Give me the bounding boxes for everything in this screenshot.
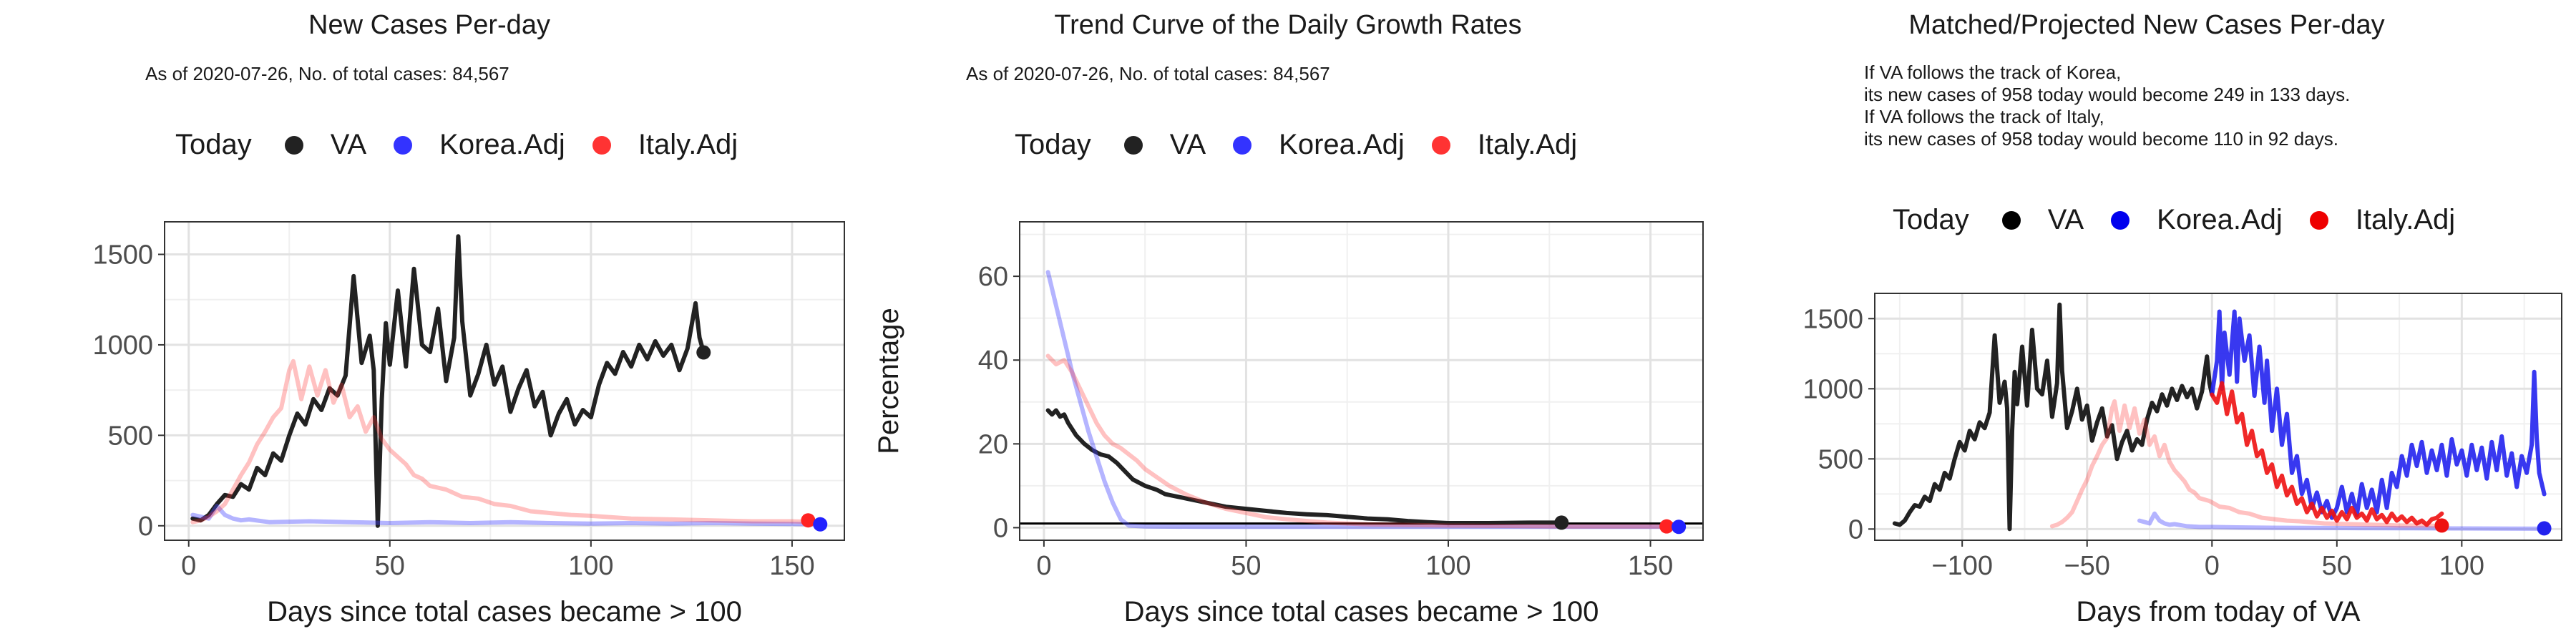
series-line-italy-adj: [1045, 353, 1669, 529]
y-tick-label: 500: [108, 421, 153, 451]
legend-dot-va: [284, 135, 303, 155]
legend-dot-korea: [394, 135, 413, 155]
chart-legend: Today VA Korea.Adj Italy.Adj: [1015, 129, 1604, 161]
x-tick-label: 150: [1628, 551, 1673, 581]
today-point-va: [696, 345, 711, 360]
legend-title: Today: [1015, 129, 1091, 160]
y-tick-label: 0: [138, 512, 153, 542]
series-line-italy-adj-projected: [2210, 381, 2444, 527]
plot-border: [1874, 293, 2562, 541]
series-line-va: [190, 234, 706, 528]
chart-title: Trend Curve of the Daily Growth Rates: [1054, 10, 1522, 40]
legend-dot-va: [2001, 210, 2021, 230]
legend-item-italy: Italy.Adj: [592, 129, 738, 161]
x-tick-label: 150: [769, 551, 814, 581]
series-line-va: [1045, 408, 1564, 525]
legend-item-italy: Italy.Adj: [2309, 204, 2456, 236]
today-point-korea-adj: [813, 517, 828, 532]
y-tick-label: 60: [978, 262, 1008, 292]
legend-dot-italy: [592, 135, 611, 155]
chart-panel-projected: Matched/Projected New Cases Per-day If V…: [1717, 0, 2576, 644]
series-line-italy-adj: [190, 358, 811, 525]
x-tick-label: 100: [568, 551, 613, 581]
y-tick-label: 0: [1848, 514, 1863, 545]
legend-item-va: VA: [284, 129, 367, 161]
legend-dot-italy: [2309, 210, 2328, 230]
x-tick-label: 0: [181, 551, 196, 581]
series-line-va: [1892, 302, 2215, 532]
chart-subtitle: As of 2020-07-26, No. of total cases: 84…: [966, 63, 1330, 84]
today-point-va: [1554, 515, 1569, 530]
chart-subtitle: As of 2020-07-26, No. of total cases: 84…: [145, 63, 509, 84]
legend-item-italy: Italy.Adj: [1431, 129, 1578, 161]
today-point-italy-adj: [2434, 518, 2449, 533]
legend-label-korea: Korea.Adj: [439, 129, 565, 160]
y-tick-label: 1500: [92, 240, 153, 270]
series-line-korea-adj: [1045, 270, 1682, 530]
legend-label-korea: Korea.Adj: [2157, 204, 2283, 235]
x-tick-label: 50: [1231, 551, 1261, 581]
legend-label-korea: Korea.Adj: [1279, 129, 1405, 160]
x-axis-label: Days since total cases became > 100: [267, 596, 742, 628]
x-tick-label: 100: [1425, 551, 1470, 581]
y-tick-label: 40: [978, 346, 1008, 376]
x-axis-label: Days from today of VA: [2076, 596, 2361, 628]
y-tick-label: 0: [993, 513, 1008, 543]
series-line-korea-adj-matched: [2137, 511, 2547, 531]
x-axis-label: Days since total cases became > 100: [1124, 596, 1599, 628]
series-line-korea-adj-projected: [2210, 309, 2547, 520]
legend-label-italy: Italy.Adj: [1477, 129, 1578, 160]
y-tick-label: 500: [1818, 444, 1863, 474]
chart-plot-growth-rates: 0 50 100 150 0 20 40 60 Days since total cases b…: [873, 221, 1704, 628]
x-tick-label: −50: [2064, 551, 2109, 581]
chart-legend: Today VA Korea.Adj Italy.Adj: [175, 129, 765, 161]
y-tick-label: 1000: [92, 331, 153, 361]
chart-panel-new-cases: New Cases Per-day As of 2020-07-26, No. …: [0, 0, 859, 644]
legend-item-korea: Korea.Adj: [2111, 204, 2283, 236]
today-point-korea-adj: [1672, 519, 1687, 535]
x-tick-label: 0: [1036, 551, 1051, 581]
plot-border: [1019, 221, 1704, 541]
legend-dot-va: [1123, 135, 1143, 155]
chart-panel-growth-rates: Trend Curve of the Daily Growth Rates As…: [859, 0, 1717, 644]
legend-item-korea: Korea.Adj: [1233, 129, 1405, 161]
x-tick-label: 50: [2322, 551, 2352, 581]
y-tick-label: 1000: [1802, 374, 1863, 404]
y-tick-label: 20: [978, 429, 1008, 459]
today-point-italy-adj: [801, 513, 816, 528]
legend-label-italy: Italy.Adj: [2355, 204, 2456, 235]
legend-item-va: VA: [1123, 129, 1206, 161]
y-tick-label: 1500: [1802, 304, 1863, 334]
legend-title: Today: [1893, 204, 1969, 235]
chart-legend: Today VA Korea.Adj Italy.Adj: [1893, 204, 2482, 236]
legend-item-va: VA: [2001, 204, 2084, 236]
legend-dot-italy: [1431, 135, 1450, 155]
legend-dot-korea: [2111, 210, 2130, 230]
x-tick-label: −100: [1931, 551, 1993, 581]
x-tick-label: 0: [2205, 551, 2220, 581]
x-tick-label: 50: [375, 551, 405, 581]
legend-item-korea: Korea.Adj: [394, 129, 565, 161]
plot-border: [164, 221, 845, 541]
legend-label-va: VA: [1169, 129, 1206, 160]
series-line-korea-adj: [190, 504, 823, 527]
legend-label-italy: Italy.Adj: [638, 129, 738, 160]
plot-background: [1020, 222, 1703, 540]
today-point-korea-adj: [2537, 521, 2552, 536]
chart-title: Matched/Projected New Cases Per-day: [1908, 10, 2385, 40]
series-line-italy-adj-matched: [2049, 399, 2444, 529]
legend-title: Today: [175, 129, 252, 160]
legend-label-va: VA: [330, 129, 367, 160]
chart-subtitle: If VA follows the track of Korea, its ne…: [1864, 62, 2351, 150]
legend-dot-korea: [1233, 135, 1252, 155]
today-point-italy-adj: [1659, 519, 1674, 534]
legend-label-va: VA: [2047, 204, 2084, 235]
chart-title: New Cases Per-day: [308, 10, 550, 40]
y-axis-label: Percentage: [873, 308, 904, 454]
x-tick-label: 100: [2439, 551, 2484, 581]
